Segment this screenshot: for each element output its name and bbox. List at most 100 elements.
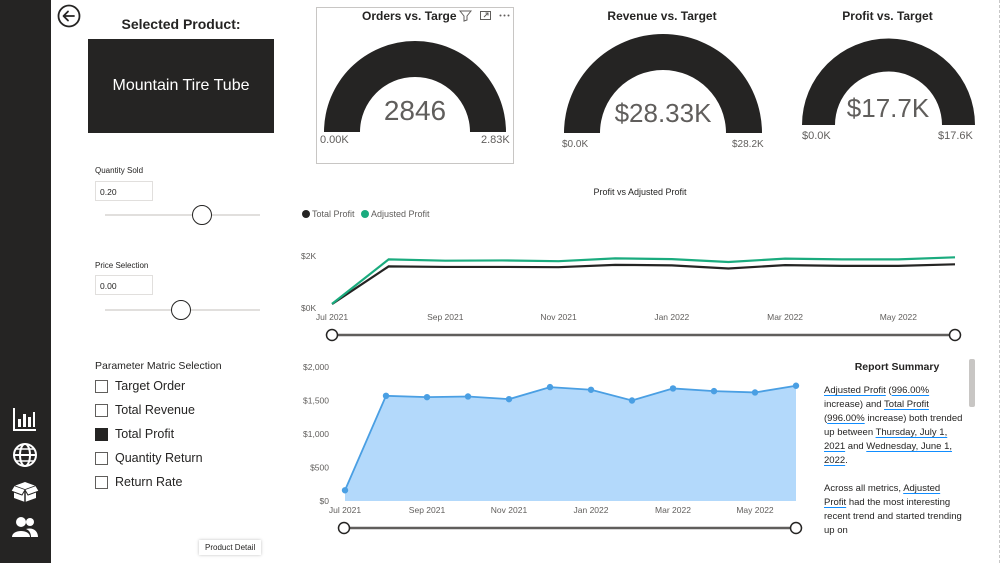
x-tick-label: May 2022 xyxy=(736,505,774,515)
x-tick-label: Mar 2022 xyxy=(655,505,691,515)
line-chart-title: Profit vs Adjusted Profit xyxy=(593,187,687,197)
x-tick-label: Sep 2021 xyxy=(409,505,446,515)
revenue-gauge-arc xyxy=(564,34,762,133)
summary-link[interactable]: 996.00% xyxy=(891,385,930,396)
y-tick-label: $1,500 xyxy=(303,396,329,406)
series-line xyxy=(331,256,956,305)
summary-link[interactable]: Adjusted Profit xyxy=(824,483,941,508)
option-label: Target Order xyxy=(115,379,186,393)
summary-link[interactable]: 996.00% xyxy=(827,413,865,424)
orders-gauge-title: Orders vs. Targe xyxy=(362,9,457,23)
x-tick-label: Nov 2021 xyxy=(491,505,528,515)
option-label: Total Profit xyxy=(115,427,175,441)
data-point xyxy=(341,487,349,494)
summary-link[interactable]: Adjusted Profit xyxy=(824,385,886,396)
zoom-slider-handle[interactable] xyxy=(948,328,962,342)
zoom-slider-handle[interactable] xyxy=(789,521,803,535)
data-point xyxy=(505,395,513,403)
area-chart[interactable]: $0 $500 $1,000 $1,500 $2,000 Jul 2021 Sep 2021… xyxy=(295,358,815,538)
summary-text: increase) and xyxy=(824,399,885,410)
y-tick-label: $2K xyxy=(301,251,316,261)
summary-link[interactable]: Thursday, July 1, 2021 xyxy=(824,427,948,452)
more-options-icon[interactable] xyxy=(498,9,511,22)
data-point xyxy=(792,382,800,389)
zoom-slider-handle[interactable] xyxy=(337,521,351,535)
report-summary: Report Summary Adjusted Profit (996.00% … xyxy=(824,360,964,535)
checkbox[interactable] xyxy=(95,451,108,465)
selected-product-heading: Selected Product: xyxy=(121,16,241,32)
summary-text: . xyxy=(845,455,848,466)
bar-chart-icon[interactable] xyxy=(11,405,39,433)
summary-text: and xyxy=(845,441,867,452)
revenue-gauge-title: Revenue vs. Target xyxy=(607,9,717,23)
matric-selection-title: Parameter Matric Selection xyxy=(95,360,222,372)
x-tick-label: Jul 2021 xyxy=(316,312,348,322)
line-chart[interactable]: $0K $2K Jul 2021 Sep 2021 Nov 2021 Jan 2022 Ma… xyxy=(295,240,975,350)
back-arrow-icon[interactable] xyxy=(57,4,81,28)
product-detail-tooltip[interactable]: Product Detail xyxy=(199,540,262,555)
summary-scrollbar[interactable] xyxy=(969,359,975,407)
option-return-rate[interactable]: Return Rate xyxy=(95,475,182,489)
checkbox[interactable] xyxy=(95,403,108,417)
y-tick-label: $500 xyxy=(310,463,329,473)
product-name: Mountain Tire Tube xyxy=(112,77,250,94)
revenue-gauge-max: $28.2K xyxy=(732,139,764,150)
legend-total-profit[interactable]: Total Profit xyxy=(302,209,355,219)
revenue-gauge-value: $28.33K xyxy=(614,98,712,128)
checkbox[interactable] xyxy=(95,379,108,393)
data-point xyxy=(423,393,431,401)
option-total-revenue[interactable]: Total Revenue xyxy=(95,403,195,417)
x-tick-label: May 2022 xyxy=(880,312,918,322)
summary-link[interactable]: Wednesday, June 1, 2022 xyxy=(824,441,953,466)
summary-text: ( xyxy=(885,385,892,396)
legend-adjusted-profit[interactable]: Adjusted Profit xyxy=(361,209,430,219)
orders-gauge-arc xyxy=(324,41,506,133)
data-point xyxy=(464,393,472,400)
orders-gauge-min: 0.00K xyxy=(320,134,349,146)
x-tick-label: Sep 2021 xyxy=(427,312,464,322)
profit-gauge-min: $0.0K xyxy=(802,130,831,142)
summary-link[interactable]: Total Profit xyxy=(884,399,929,410)
data-point xyxy=(628,397,636,404)
orders-gauge-visual[interactable] xyxy=(316,7,514,164)
legend-dot xyxy=(361,210,369,218)
zoom-slider-handle[interactable] xyxy=(325,328,339,342)
summary-paragraph-1: Adjusted Profit (996.00% increase) and T… xyxy=(824,384,964,468)
summary-title: Report Summary xyxy=(854,361,940,373)
filter-icon[interactable] xyxy=(458,9,473,22)
option-total-profit[interactable]: Total Profit xyxy=(95,427,174,441)
quantity-slider-track[interactable] xyxy=(105,214,260,216)
summary-text: Across all metrics, xyxy=(824,483,904,494)
summary-text: ( xyxy=(824,413,828,424)
users-icon[interactable] xyxy=(11,513,39,541)
quantity-sold-input[interactable]: 0.20 xyxy=(95,181,153,201)
legend-label: Adjusted Profit xyxy=(371,209,430,219)
profit-gauge-value: $17.7K xyxy=(846,93,930,123)
area-fill xyxy=(345,385,796,501)
checkbox[interactable] xyxy=(95,475,108,489)
y-tick-label: $1,000 xyxy=(303,429,329,439)
option-label: Total Revenue xyxy=(115,403,195,417)
x-tick-label: Jul 2021 xyxy=(329,505,361,515)
option-target-order[interactable]: Target Order xyxy=(95,379,185,393)
quantity-slider-thumb[interactable] xyxy=(192,205,212,225)
profit-gauge-arc xyxy=(802,38,975,125)
series-line xyxy=(344,384,797,491)
x-tick-label: Jan 2022 xyxy=(574,505,609,515)
revenue-gauge-min: $0.0K xyxy=(562,139,589,150)
checkbox-checked[interactable] xyxy=(95,427,108,441)
y-tick-label: $0K xyxy=(301,303,316,313)
summary-text: had the most interesting recent trend an… xyxy=(824,497,962,535)
focus-mode-icon[interactable] xyxy=(479,9,492,22)
left-nav-bar xyxy=(0,0,51,563)
price-slider-thumb[interactable] xyxy=(171,300,191,320)
data-point xyxy=(382,392,390,400)
option-label: Quantity Return xyxy=(115,451,203,465)
price-selection-input[interactable]: 0.00 xyxy=(95,275,153,295)
box-icon[interactable] xyxy=(10,477,40,505)
x-tick-label: Jan 2022 xyxy=(654,312,689,322)
option-quantity-return[interactable]: Quantity Return xyxy=(95,451,203,465)
profit-gauge-title: Profit vs. Target xyxy=(842,9,933,23)
globe-icon[interactable] xyxy=(11,441,39,469)
series-line xyxy=(331,263,956,306)
